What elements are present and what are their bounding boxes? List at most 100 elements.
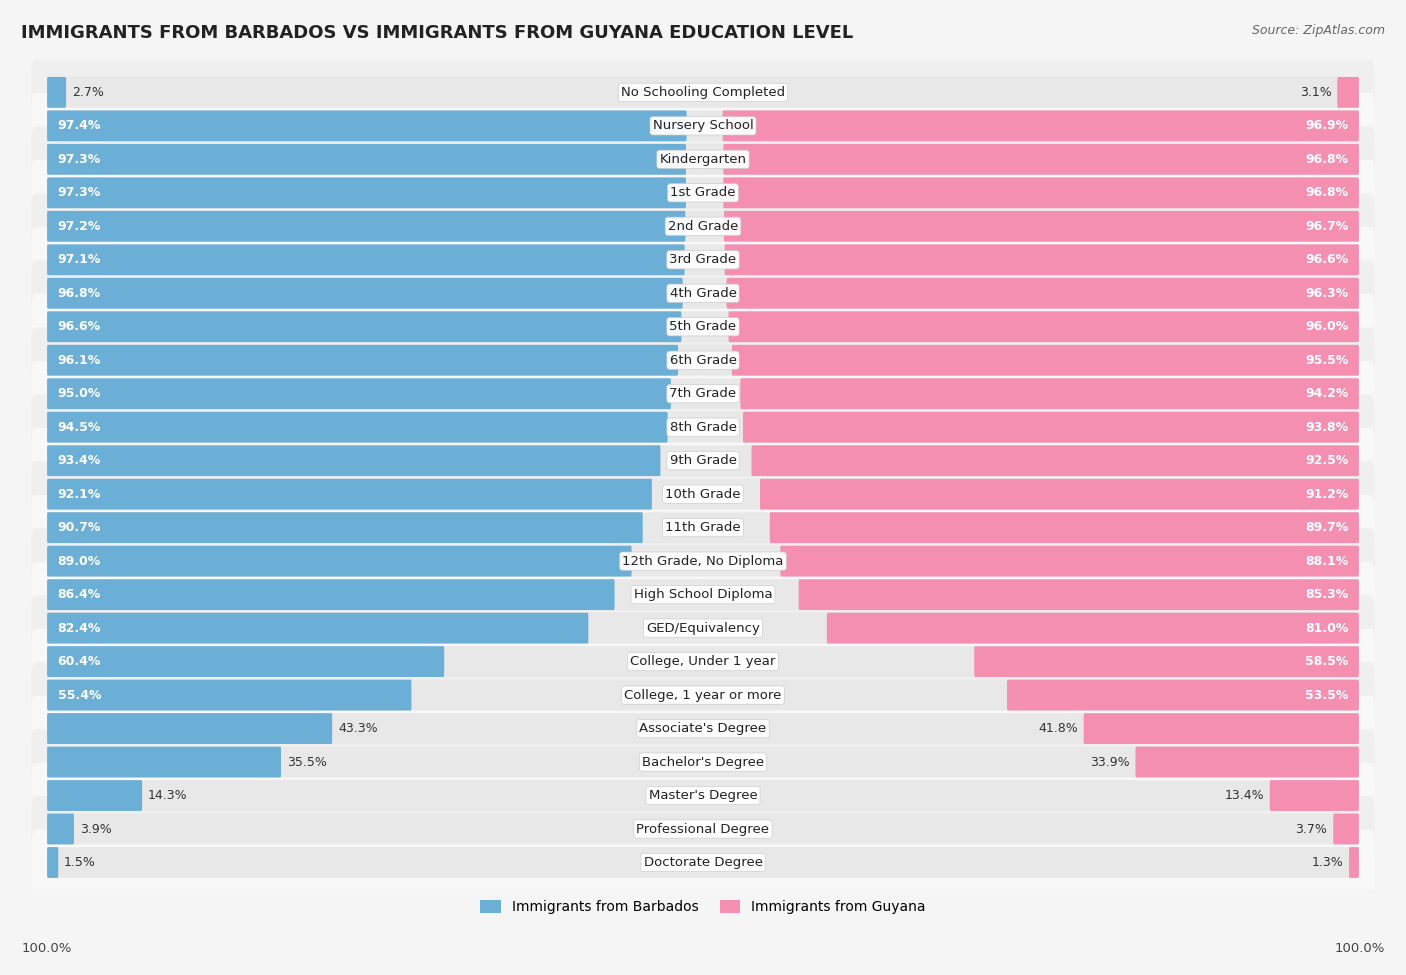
FancyBboxPatch shape (742, 411, 1358, 443)
FancyBboxPatch shape (48, 211, 703, 242)
FancyBboxPatch shape (703, 345, 1358, 375)
FancyBboxPatch shape (1350, 847, 1358, 878)
FancyBboxPatch shape (48, 813, 75, 844)
Text: Doctorate Degree: Doctorate Degree (644, 856, 762, 869)
FancyBboxPatch shape (31, 395, 1375, 460)
FancyBboxPatch shape (31, 160, 1375, 225)
FancyBboxPatch shape (780, 546, 1358, 576)
FancyBboxPatch shape (48, 77, 703, 108)
FancyBboxPatch shape (770, 512, 1358, 543)
FancyBboxPatch shape (703, 110, 1358, 141)
Text: 96.0%: 96.0% (1305, 320, 1348, 333)
FancyBboxPatch shape (703, 311, 1358, 342)
FancyBboxPatch shape (48, 110, 686, 141)
Text: 3.7%: 3.7% (1295, 823, 1327, 836)
FancyBboxPatch shape (703, 546, 1358, 576)
FancyBboxPatch shape (31, 562, 1375, 628)
FancyBboxPatch shape (703, 579, 1358, 610)
FancyBboxPatch shape (31, 59, 1375, 125)
FancyBboxPatch shape (31, 293, 1375, 360)
Text: 10th Grade: 10th Grade (665, 488, 741, 501)
FancyBboxPatch shape (703, 847, 1358, 878)
FancyBboxPatch shape (48, 747, 281, 777)
Text: 11th Grade: 11th Grade (665, 522, 741, 534)
Text: 53.5%: 53.5% (1305, 688, 1348, 702)
FancyBboxPatch shape (48, 747, 703, 777)
Text: 3.1%: 3.1% (1299, 86, 1331, 98)
FancyBboxPatch shape (48, 847, 703, 878)
FancyBboxPatch shape (703, 177, 1358, 209)
Text: 8th Grade: 8th Grade (669, 420, 737, 434)
FancyBboxPatch shape (31, 495, 1375, 561)
FancyBboxPatch shape (703, 680, 1358, 711)
FancyBboxPatch shape (48, 278, 703, 309)
FancyBboxPatch shape (703, 713, 1358, 744)
FancyBboxPatch shape (48, 680, 703, 711)
FancyBboxPatch shape (48, 612, 588, 644)
Text: 94.2%: 94.2% (1305, 387, 1348, 400)
FancyBboxPatch shape (48, 813, 703, 844)
Text: 97.2%: 97.2% (58, 219, 101, 233)
Text: 55.4%: 55.4% (58, 688, 101, 702)
Text: No Schooling Completed: No Schooling Completed (621, 86, 785, 98)
FancyBboxPatch shape (974, 646, 1358, 677)
FancyBboxPatch shape (703, 211, 1358, 242)
FancyBboxPatch shape (48, 646, 703, 677)
FancyBboxPatch shape (48, 411, 703, 443)
FancyBboxPatch shape (48, 177, 686, 209)
FancyBboxPatch shape (48, 847, 58, 878)
FancyBboxPatch shape (48, 780, 703, 811)
Text: 94.5%: 94.5% (58, 420, 101, 434)
FancyBboxPatch shape (48, 713, 703, 744)
FancyBboxPatch shape (724, 211, 1358, 242)
Text: IMMIGRANTS FROM BARBADOS VS IMMIGRANTS FROM GUYANA EDUCATION LEVEL: IMMIGRANTS FROM BARBADOS VS IMMIGRANTS F… (21, 24, 853, 42)
Text: 97.3%: 97.3% (58, 186, 101, 199)
Text: 41.8%: 41.8% (1038, 722, 1078, 735)
FancyBboxPatch shape (48, 211, 685, 242)
FancyBboxPatch shape (723, 144, 1358, 175)
Text: 58.5%: 58.5% (1305, 655, 1348, 668)
FancyBboxPatch shape (48, 177, 703, 209)
FancyBboxPatch shape (31, 662, 1375, 728)
FancyBboxPatch shape (48, 378, 703, 410)
Text: 4th Grade: 4th Grade (669, 287, 737, 299)
Text: 97.1%: 97.1% (58, 254, 101, 266)
FancyBboxPatch shape (48, 411, 668, 443)
Text: 6th Grade: 6th Grade (669, 354, 737, 367)
FancyBboxPatch shape (48, 446, 703, 476)
FancyBboxPatch shape (48, 579, 614, 610)
FancyBboxPatch shape (31, 461, 1375, 526)
FancyBboxPatch shape (31, 528, 1375, 594)
FancyBboxPatch shape (48, 579, 703, 610)
FancyBboxPatch shape (31, 193, 1375, 259)
FancyBboxPatch shape (48, 345, 678, 375)
FancyBboxPatch shape (48, 378, 671, 410)
Text: 82.4%: 82.4% (58, 622, 101, 635)
Text: 92.1%: 92.1% (58, 488, 101, 501)
FancyBboxPatch shape (703, 747, 1358, 777)
Text: College, Under 1 year: College, Under 1 year (630, 655, 776, 668)
FancyBboxPatch shape (48, 512, 703, 543)
Text: Associate's Degree: Associate's Degree (640, 722, 766, 735)
Text: 96.8%: 96.8% (58, 287, 101, 299)
Text: 7th Grade: 7th Grade (669, 387, 737, 400)
FancyBboxPatch shape (48, 680, 412, 711)
FancyBboxPatch shape (1333, 813, 1358, 844)
Text: 14.3%: 14.3% (148, 789, 187, 802)
Text: 3rd Grade: 3rd Grade (669, 254, 737, 266)
FancyBboxPatch shape (48, 77, 66, 108)
FancyBboxPatch shape (703, 378, 1358, 410)
Text: 100.0%: 100.0% (1334, 943, 1385, 956)
FancyBboxPatch shape (48, 546, 703, 576)
FancyBboxPatch shape (31, 762, 1375, 829)
FancyBboxPatch shape (1084, 713, 1358, 744)
FancyBboxPatch shape (31, 797, 1375, 862)
Text: 95.5%: 95.5% (1305, 354, 1348, 367)
Text: 97.4%: 97.4% (58, 119, 101, 133)
Text: 86.4%: 86.4% (58, 588, 101, 602)
Text: 13.4%: 13.4% (1225, 789, 1264, 802)
Text: GED/Equivalency: GED/Equivalency (647, 622, 759, 635)
FancyBboxPatch shape (733, 345, 1358, 375)
FancyBboxPatch shape (48, 780, 142, 811)
FancyBboxPatch shape (1007, 680, 1358, 711)
